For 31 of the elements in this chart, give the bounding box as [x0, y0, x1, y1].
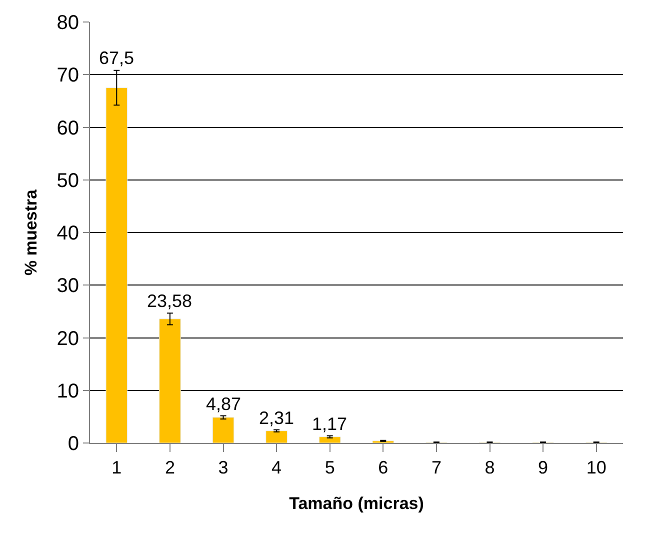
y-tick-label: 0 — [68, 433, 79, 455]
x-tick-label: 9 — [538, 458, 548, 478]
y-tick-label: 20 — [56, 328, 79, 350]
bar — [159, 318, 181, 443]
x-axis-title: Tamaño (micras) — [289, 494, 424, 513]
x-tick-label: 2 — [164, 458, 175, 478]
x-tick-label: 6 — [378, 458, 388, 478]
data-label: 2,31 — [259, 408, 294, 428]
y-tick-label: 30 — [56, 275, 79, 298]
y-tick-label: 50 — [56, 170, 79, 192]
y-tick-label: 40 — [56, 222, 79, 244]
y-tick-label: 10 — [56, 380, 79, 402]
x-tick-label: 1 — [112, 458, 122, 478]
y-tick-label: 80 — [56, 12, 79, 34]
bar — [106, 88, 128, 443]
data-label: 1,17 — [312, 414, 348, 434]
x-tick-label: 8 — [484, 458, 495, 478]
x-tick-label: 7 — [431, 458, 442, 478]
x-tick-label: 3 — [218, 458, 228, 478]
y-tick-label: 60 — [56, 117, 79, 140]
x-tick-label: 5 — [324, 458, 335, 478]
bar — [318, 436, 341, 443]
x-tick-label: 4 — [272, 458, 282, 478]
bar — [266, 430, 288, 443]
data-label: 67,5 — [99, 48, 134, 68]
x-tick-label: 10 — [586, 458, 606, 478]
y-tick-label: 70 — [56, 64, 79, 87]
data-label: 4,87 — [206, 394, 242, 414]
data-label: 23,58 — [147, 291, 192, 311]
y-axis-title: % muestra — [21, 188, 40, 276]
bar — [212, 417, 234, 443]
